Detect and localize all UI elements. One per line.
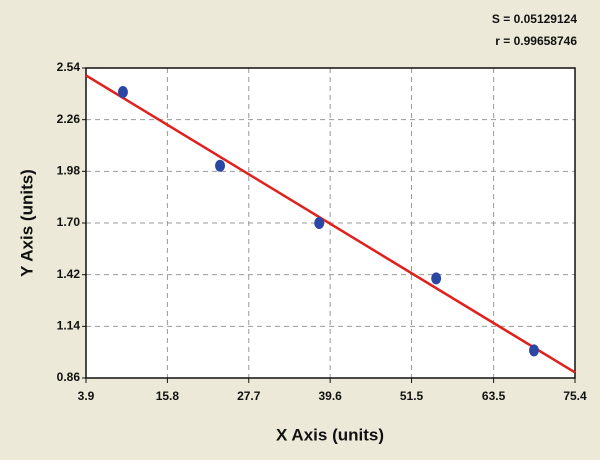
x-tick-label: 39.6 — [318, 389, 342, 403]
y-tick-label: 1.14 — [57, 319, 81, 333]
annotation: r = 0.99658746 — [495, 34, 577, 48]
y-tick-label: 1.42 — [57, 267, 81, 281]
x-tick-label: 51.5 — [400, 389, 424, 403]
y-tick-label: 1.70 — [57, 215, 81, 229]
data-point — [528, 344, 539, 357]
data-point — [431, 272, 442, 285]
y-axis-title: Y Axis (units) — [17, 169, 36, 277]
annotation: S = 0.05129124 — [492, 12, 577, 26]
fit-line — [85, 74, 576, 374]
y-tick-label: 2.26 — [57, 112, 81, 126]
y-tick-label: 1.98 — [57, 164, 81, 178]
y-tick-label: 0.86 — [57, 370, 81, 384]
plot-border — [85, 67, 576, 379]
x-tick-label: 15.8 — [156, 389, 180, 403]
x-tick-label: 75.4 — [563, 389, 587, 403]
x-axis-title: X Axis (units) — [276, 425, 384, 444]
x-tick-label: 27.7 — [237, 389, 261, 403]
data-point — [117, 85, 128, 98]
y-tick-label: 2.54 — [57, 60, 81, 74]
x-tick-label: 63.5 — [482, 389, 506, 403]
data-point — [215, 159, 226, 172]
x-tick-label: 3.9 — [78, 389, 95, 403]
data-point — [314, 217, 325, 229]
